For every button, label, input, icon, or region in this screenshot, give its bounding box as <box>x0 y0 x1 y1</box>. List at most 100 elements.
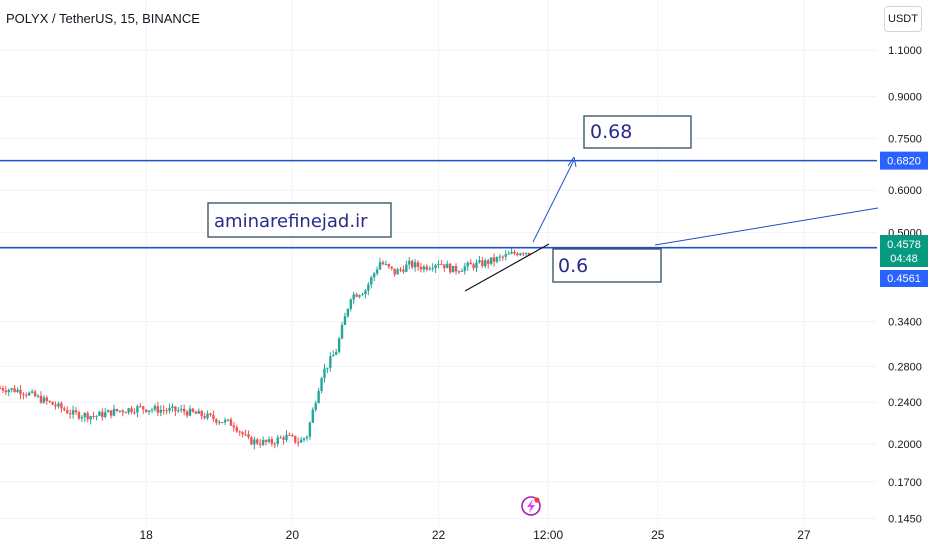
candle-body <box>489 257 493 264</box>
candle-body <box>220 422 224 424</box>
price-tick-label: 0.1450 <box>888 514 922 526</box>
candle-body <box>519 253 522 256</box>
candle-body <box>478 260 481 263</box>
candle-body <box>387 263 391 267</box>
candle-body <box>71 410 75 415</box>
candle-body <box>492 257 496 262</box>
trend-line[interactable] <box>464 243 550 292</box>
candle-body <box>74 410 78 413</box>
candle-body <box>80 417 84 419</box>
candle-body <box>200 410 203 417</box>
candle-body <box>244 434 247 436</box>
candle-body <box>352 294 355 300</box>
annotation-box[interactable] <box>583 115 692 149</box>
candle-body <box>256 439 259 444</box>
candle-body <box>168 407 171 411</box>
candle-body <box>156 406 160 413</box>
candle-body <box>139 406 142 408</box>
candle-body <box>454 265 458 272</box>
time-tick-label: 20 <box>286 528 300 542</box>
candle-body <box>258 443 262 445</box>
candle-body <box>390 266 393 269</box>
candle-body <box>127 408 130 413</box>
candle-body <box>229 419 233 426</box>
candle-body <box>153 406 157 410</box>
candle-body <box>180 408 183 411</box>
candle-body <box>147 410 151 412</box>
candle-body <box>10 388 13 390</box>
candle-body <box>241 432 244 435</box>
candle-body <box>19 389 22 395</box>
candle-body <box>144 409 148 412</box>
candle-body <box>264 439 268 442</box>
candle-body <box>358 295 361 297</box>
candle-body <box>405 264 408 272</box>
annotation-box[interactable] <box>207 202 392 238</box>
candle-body <box>516 253 519 256</box>
candle-body <box>314 403 317 410</box>
candle-body <box>191 408 195 412</box>
candle-body <box>57 403 60 407</box>
candle-body <box>507 253 510 255</box>
candle-body <box>495 257 499 262</box>
candle-body <box>60 403 63 409</box>
candle-body <box>346 308 350 317</box>
time-tick-label: 25 <box>651 528 665 542</box>
currency-button[interactable]: USDT <box>884 6 922 32</box>
time-axis[interactable]: 18 20 22 12:00 25 27 <box>139 528 810 542</box>
candle-body <box>98 411 101 416</box>
candle-body <box>226 419 230 421</box>
price-tick-label: 0.6000 <box>888 185 922 197</box>
annotation-box[interactable] <box>552 248 662 283</box>
candle-body <box>194 411 198 414</box>
candle-body <box>142 406 145 410</box>
candle-body <box>282 437 285 440</box>
candle-body <box>355 294 358 297</box>
candle-body <box>51 401 54 405</box>
target-arrow-line[interactable] <box>532 159 575 243</box>
candle-body <box>112 408 116 416</box>
candle-body <box>212 414 215 420</box>
price-badge-04561 <box>880 270 928 287</box>
candle-body <box>375 269 379 274</box>
price-badge-current <box>880 235 928 267</box>
candle-body <box>36 395 40 397</box>
projection-line[interactable] <box>654 207 879 246</box>
candle-body <box>115 408 119 411</box>
candle-body <box>522 253 525 255</box>
candle-body <box>95 415 98 417</box>
candle-body <box>457 271 461 273</box>
candle-body <box>188 408 192 416</box>
flash-icon[interactable] <box>521 496 541 516</box>
candle-body <box>367 284 370 291</box>
candle-body <box>4 390 8 393</box>
candle-body <box>270 439 274 444</box>
price-tick-label: 0.3400 <box>888 317 922 329</box>
candle-body <box>434 265 437 269</box>
drawings-group: 0.68 0.6 aminarefinejad.ir <box>0 115 879 292</box>
candle-body <box>174 406 177 412</box>
candle-body <box>305 436 309 439</box>
candle-body <box>481 260 484 267</box>
candle-body <box>124 412 127 414</box>
time-tick-label: 27 <box>797 528 811 542</box>
candle-body <box>440 264 443 266</box>
price-tick-label: 1.1000 <box>888 45 922 57</box>
candle-body <box>510 251 513 254</box>
candle-body <box>130 408 133 413</box>
price-axis[interactable]: 1.10000.90000.75000.60000.50000.34000.28… <box>888 45 922 525</box>
candle-body <box>451 265 455 273</box>
candle-body <box>323 368 326 379</box>
candle-body <box>370 277 373 285</box>
candle-body <box>86 413 89 420</box>
candle-body <box>197 410 200 414</box>
candle-body <box>136 406 139 413</box>
target-arrow-head <box>567 156 577 168</box>
candle-body <box>343 316 347 326</box>
candle-body <box>223 419 227 423</box>
candle-body <box>165 410 168 412</box>
candle-body <box>513 251 516 254</box>
candle-body <box>428 268 431 270</box>
